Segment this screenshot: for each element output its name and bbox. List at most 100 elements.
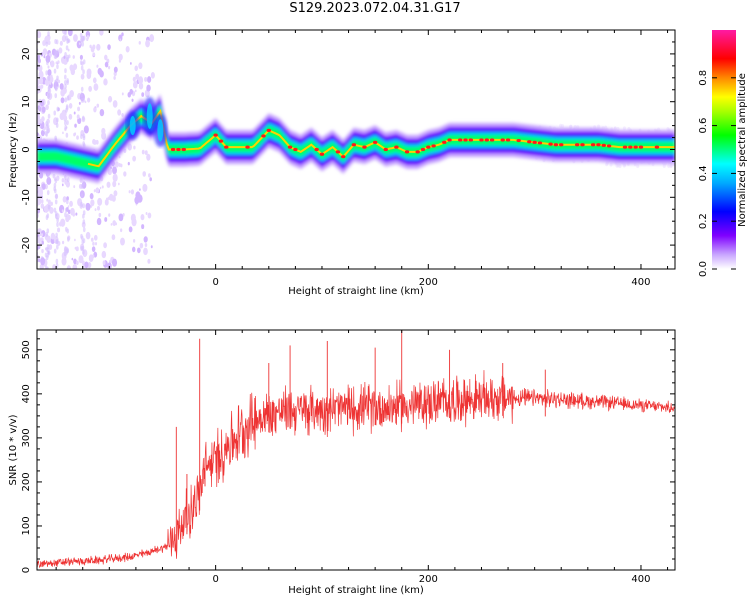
noise-speck (64, 124, 67, 130)
noise-speck (81, 245, 85, 251)
noise-speck (64, 52, 67, 58)
ridge-peak (638, 145, 644, 149)
spectrogram-x-axis-label: Height of straight line (km) (288, 286, 424, 297)
noise-speck (64, 212, 67, 218)
noise-speck (80, 37, 83, 43)
noise-speck (59, 40, 63, 46)
noise-speck (82, 210, 86, 216)
noise-speck (46, 213, 50, 219)
noise-speck (42, 48, 48, 56)
noise-speck (69, 90, 74, 98)
noise-speck (45, 131, 49, 137)
tick-label: 300 (21, 428, 32, 447)
noise-speck (46, 128, 50, 134)
ridge-peak (218, 139, 224, 143)
noise-speck (55, 122, 59, 128)
noise-speck (64, 30, 67, 36)
ridge-peak (537, 141, 543, 145)
noise-speck (111, 234, 116, 241)
ridge-peak (266, 128, 272, 132)
noise-speck (79, 32, 83, 38)
noise-speck (40, 129, 45, 137)
noise-speck (62, 240, 65, 245)
noise-speck (47, 31, 50, 37)
noise-speck (43, 205, 49, 213)
noise-speck (137, 194, 143, 203)
noise-speck (102, 260, 106, 266)
noise-speck (78, 42, 81, 46)
noise-speck (61, 178, 65, 183)
tick-label: 0 (212, 277, 218, 288)
noise-speck (38, 77, 44, 85)
noise-speck (110, 222, 113, 226)
noise-speck (60, 97, 65, 104)
ridge-peak (489, 138, 495, 142)
ridge-peak (505, 138, 511, 142)
noise-speck (68, 103, 73, 109)
ridge-peak (516, 138, 521, 143)
noise-speck (83, 125, 89, 134)
ridge-peak (484, 138, 489, 142)
ridge-lobe (146, 103, 153, 129)
noise-speck (82, 115, 85, 121)
colorbar-gradient (712, 30, 736, 269)
ridge-peak (532, 140, 537, 144)
noise-speck (142, 171, 147, 177)
noise-speck (125, 46, 130, 53)
noise-speck (144, 242, 148, 247)
noise-speck (45, 123, 48, 127)
noise-speck (104, 61, 109, 68)
noise-speck (98, 212, 102, 218)
snr-frame (36, 329, 676, 571)
noise-speck (66, 199, 69, 205)
noise-speck (38, 186, 43, 195)
noise-speck (79, 190, 85, 199)
noise-speck (107, 65, 111, 70)
noise-speck (65, 207, 69, 212)
noise-speck (82, 141, 85, 147)
noise-speck (82, 203, 85, 209)
noise-speck (82, 249, 85, 255)
noise-speck (64, 246, 67, 252)
noise-speck (99, 70, 104, 78)
noise-speck (50, 201, 53, 206)
noise-speck (57, 79, 61, 84)
noise-speck (143, 236, 148, 243)
noise-speck (68, 54, 71, 59)
noise-speck (597, 124, 601, 129)
tick-label: 10 (21, 95, 32, 108)
noise-speck (140, 214, 145, 221)
noise-speck (61, 34, 67, 43)
noise-speck (75, 246, 79, 252)
noise-speck (67, 39, 71, 43)
noise-speck (50, 74, 53, 79)
noise-speck (52, 265, 55, 269)
noise-speck (146, 84, 151, 92)
noise-speck (82, 59, 86, 65)
noise-speck (44, 265, 48, 269)
tick-label: 0.6 (698, 118, 709, 134)
noise-speck (82, 133, 86, 139)
noise-speck (73, 185, 76, 189)
noise-speck (54, 199, 58, 205)
noise-speck (54, 93, 58, 99)
noise-speck (47, 69, 52, 76)
noise-speck (76, 40, 82, 49)
noise-speck (45, 55, 51, 63)
ridge-peak (319, 152, 325, 156)
noise-speck (101, 250, 107, 259)
noise-speck (56, 64, 59, 70)
noise-speck (80, 201, 83, 207)
noise-speck (141, 92, 145, 97)
noise-speck (81, 35, 85, 41)
noise-speck (132, 81, 138, 89)
noise-speck (91, 246, 96, 253)
noise-speck (636, 164, 640, 169)
noise-speck (131, 218, 137, 227)
noise-speck (132, 76, 136, 82)
noise-speck (47, 204, 51, 210)
noise-speck (73, 132, 76, 137)
noise-speck (55, 212, 60, 220)
noise-speck (72, 264, 78, 269)
